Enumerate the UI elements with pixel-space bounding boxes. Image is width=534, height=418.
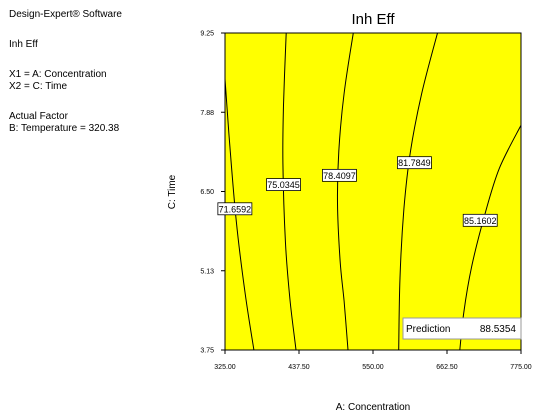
x-tick-label: 550.00: [362, 364, 384, 371]
contour-label-box: [462, 213, 498, 227]
contour-line-2: [336, 32, 354, 351]
y-tick-label: 7.88: [200, 110, 214, 117]
factor-x1-label: X1 = A: Concentration: [9, 69, 107, 80]
contour-label-2: 78.4097: [322, 168, 357, 182]
contour-lines: [224, 32, 522, 351]
y-tick-label: 5.13: [200, 268, 214, 275]
response-name: Inh Eff: [9, 39, 38, 50]
contour-label-text: 75.0345: [267, 180, 300, 190]
y-tick-label: 9.25: [200, 31, 214, 38]
factor-x2-label: X2 = C: Time: [9, 81, 68, 92]
contour-label-4: 85.1602: [462, 213, 498, 227]
x-tick-label: 662.50: [436, 364, 458, 371]
contour-label-0: 71.6592: [217, 202, 253, 216]
contour-label-box: [322, 168, 357, 182]
x-tick-label: 775.00: [510, 364, 532, 371]
contour-label-text: 85.1602: [464, 216, 497, 226]
prediction-box-bg: [402, 317, 522, 340]
x-tick-label: 325.00: [214, 364, 236, 371]
contour-line-4: [459, 124, 522, 351]
y-tick-label: 6.50: [200, 189, 214, 196]
contour-line-3: [398, 32, 438, 351]
contour-label-box: [397, 156, 432, 170]
y-axis-title: C: Time: [167, 174, 178, 209]
software-title: Design-Expert® Software: [9, 9, 122, 20]
contour-line-1: [282, 32, 297, 351]
contour-labels: 71.6592 75.0345 78.4097 81.7849 85.1602: [217, 156, 498, 227]
actual-factor-heading: Actual Factor: [9, 111, 68, 122]
prediction-box: Prediction 88.5354: [402, 317, 522, 340]
contour-label-box: [217, 202, 253, 216]
prediction-label: Prediction: [406, 324, 450, 335]
contour-label-text: 71.6592: [219, 204, 252, 214]
contour-label-box: [266, 178, 301, 191]
contour-label-text: 81.7849: [398, 158, 431, 168]
contour-label-text: 78.4097: [323, 171, 356, 181]
chart-title: Inh Eff: [351, 11, 395, 28]
plot-area: [224, 32, 522, 351]
contour-label-1: 75.0345: [266, 178, 301, 191]
prediction-value: 88.5354: [480, 324, 517, 335]
y-tick-label: 3.75: [200, 348, 214, 355]
contour-line-0: [224, 79, 255, 351]
actual-factor-value: B: Temperature = 320.38: [9, 123, 120, 134]
axis-ticks: 325.00 437.50 550.00 662.50 775.00 3.75 5.13 6.…: [200, 31, 531, 372]
contour-label-3: 81.7849: [397, 156, 432, 170]
x-tick-label: 437.50: [288, 364, 310, 371]
x-axis-title: A: Concentration: [336, 402, 411, 413]
